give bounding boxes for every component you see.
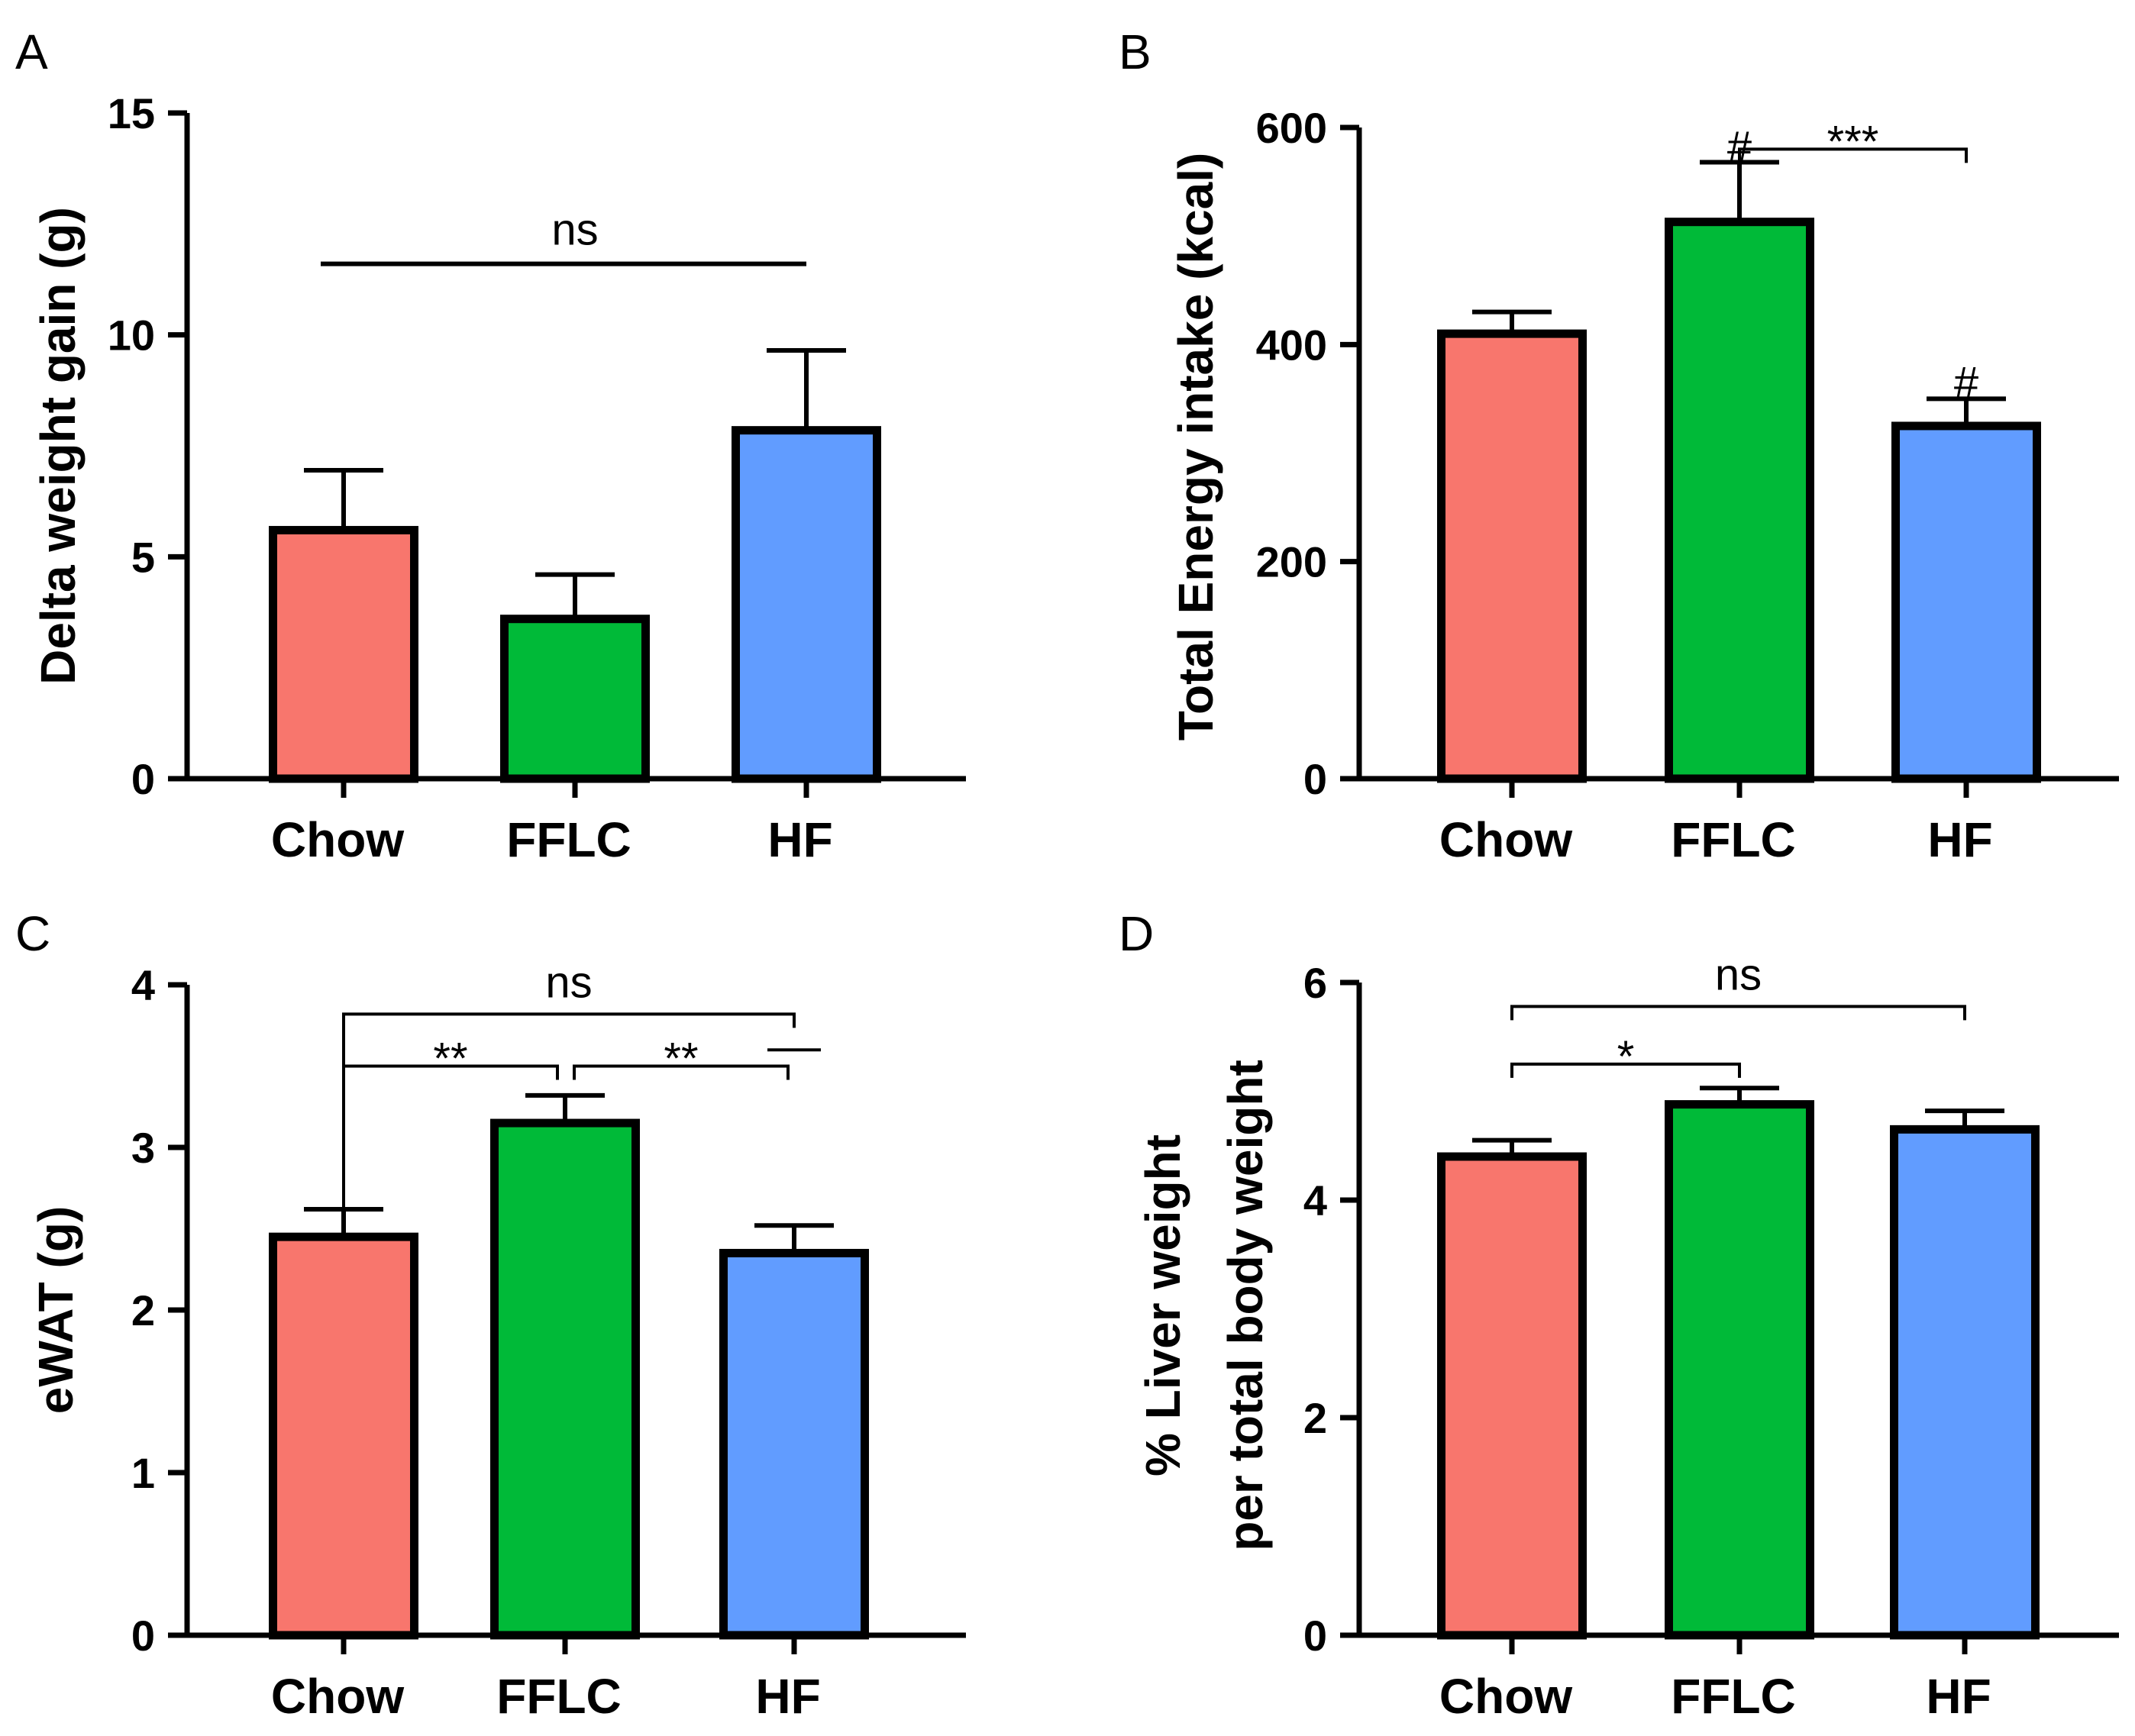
panel-c-xtick-label-hf: HF: [755, 1669, 820, 1724]
panel-c-ytick-label: 2: [131, 1286, 155, 1334]
panel-b-ytick-label: 200: [1256, 538, 1327, 586]
panel-c-ytick-label: 0: [131, 1612, 155, 1660]
panel-b-ytick-label: 600: [1256, 104, 1327, 152]
panel-b-letter: B: [1119, 24, 1151, 79]
panel-c-letter: C: [15, 906, 50, 961]
panel-a-y-label: Delta weight gain (g): [31, 207, 86, 685]
panel-c-bar-fflc: [490, 1118, 640, 1640]
panel-c-sig-bracket: [342, 1012, 796, 1028]
panel-a-ytick-label: 10: [108, 311, 155, 360]
panel-c-ytick-label: 3: [131, 1124, 155, 1172]
panel-c-bar-chow: [269, 1232, 418, 1640]
panel-c-sig-label: **: [433, 1034, 467, 1084]
panel-b-sig-bracket: [1738, 147, 1968, 163]
panel-d-bar-chow: [1437, 1152, 1587, 1640]
panel-a-bar-fflc: [500, 615, 650, 783]
panel-c: C 0 1 2 3 4 Chow FFLC HF eWAT (g) ns ** **: [15, 906, 966, 1724]
panel-a-ytick-label: 0: [131, 755, 155, 803]
panel-a-xtick-label-fflc: FFLC: [506, 812, 631, 867]
panel-d-ytick-label: 2: [1303, 1394, 1327, 1442]
panel-b-hash-mark-fflc: #: [1727, 123, 1752, 173]
panel-a: A 0 5 10 15 Chow FFLC HF Delta weight gain (g) ns: [15, 24, 966, 867]
panel-d-ytick-label: 4: [1303, 1176, 1327, 1225]
panel-c-sig-label: ns: [545, 957, 592, 1007]
panel-d-bar-hf: [1890, 1125, 2040, 1640]
panel-b-y-label: Total Energy intake (kcal): [1168, 153, 1223, 741]
panel-d-ytick-label: 6: [1303, 959, 1327, 1007]
panel-a-ytick-label: 15: [108, 89, 155, 137]
panel-b-bar-chow: [1437, 329, 1587, 783]
panel-d-xtick-label-hf: HF: [1926, 1669, 1991, 1724]
panel-b-ytick-label: 400: [1256, 321, 1327, 369]
panel-b: B 0 200 400 600 Chow FFLC HF Total Energy intake…: [1119, 24, 2119, 867]
panel-b-bar-fflc: [1665, 218, 1814, 783]
panel-d-sig-label: *: [1617, 1032, 1635, 1082]
panel-a-ytick-label: 5: [131, 533, 155, 581]
panel-c-ytick-label: 1: [131, 1449, 155, 1497]
panel-b-xtick-label-chow: Chow: [1439, 812, 1572, 867]
panel-a-xtick-label-chow: Chow: [271, 812, 404, 867]
panel-c-xtick-label-chow: Chow: [271, 1669, 404, 1724]
panel-d: D 0 2 4 6 Chow FFLC HF % Liver weight per total b…: [1119, 906, 2119, 1724]
panel-d-letter: D: [1119, 906, 1154, 961]
panel-c-ytick-label: 4: [131, 961, 155, 1009]
panel-c-bar-hf: [719, 1248, 869, 1640]
panel-d-xtick-label-chow: Chow: [1439, 1669, 1572, 1724]
panel-d-ytick-label: 0: [1303, 1612, 1327, 1660]
panel-b-xtick-label-fflc: FFLC: [1671, 812, 1796, 867]
panel-b-xtick-label-hf: HF: [1927, 812, 1992, 867]
panel-d-y-label: % Liver weight per total body weight: [1135, 1060, 1273, 1551]
panel-a-bar-hf: [732, 426, 881, 783]
panel-b-bar-hf: [1891, 421, 2041, 783]
panel-c-xtick-label-fflc: FFLC: [496, 1669, 622, 1724]
panel-a-bar-chow: [269, 525, 418, 783]
panel-a-xtick-label-hf: HF: [767, 812, 832, 867]
panel-d-sig-label: ns: [1715, 950, 1762, 999]
panel-b-ytick-label: 0: [1303, 755, 1327, 803]
panel-d-sig-bracket: [1510, 1005, 1966, 1021]
panel-c-y-label: eWAT (g): [28, 1206, 83, 1415]
panel-c-sig-bracket: [573, 1064, 790, 1080]
panel-c-sig-label: **: [664, 1034, 698, 1084]
panel-a-sig-label: ns: [551, 205, 598, 255]
panel-a-letter: A: [15, 24, 48, 79]
panel-d-xtick-label-fflc: FFLC: [1671, 1669, 1796, 1724]
panel-d-bar-fflc: [1665, 1100, 1814, 1640]
panel-b-sig-label: ***: [1827, 117, 1879, 166]
panel-d-sig-bracket: [1510, 1062, 1741, 1078]
panel-b-hash-mark-hf: #: [1954, 358, 1978, 408]
